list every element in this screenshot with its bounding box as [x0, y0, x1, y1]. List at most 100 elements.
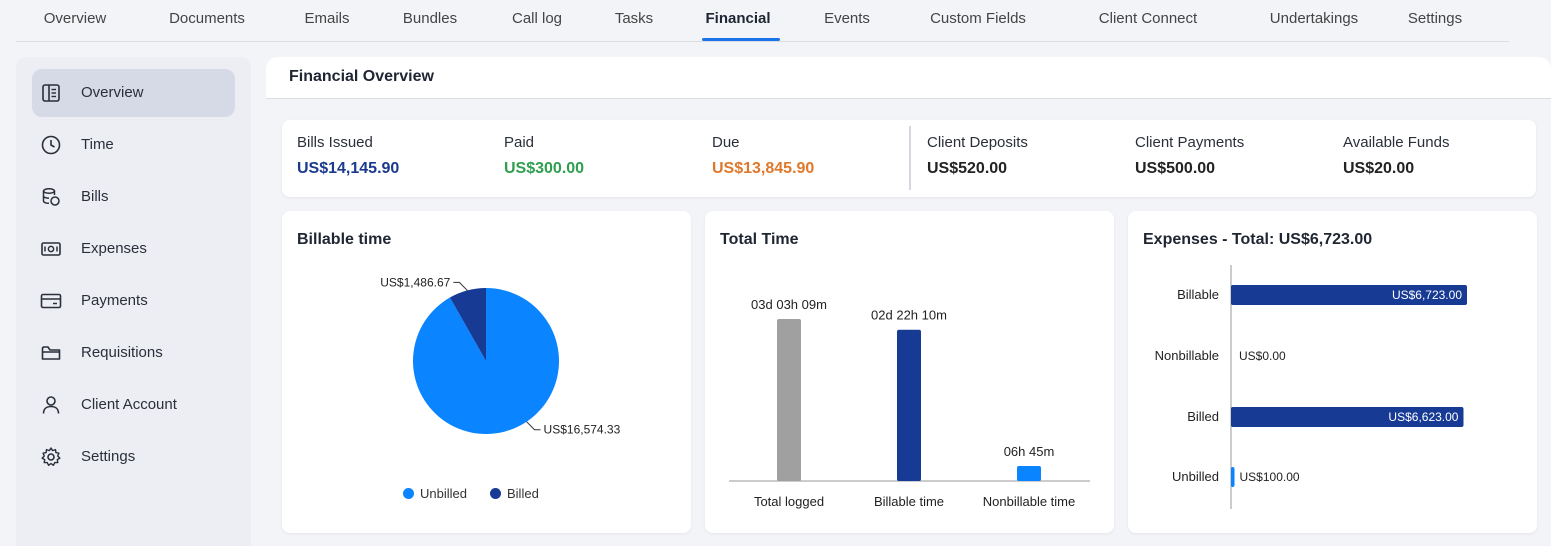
main-header: Financial Overview [266, 57, 1551, 99]
x-tick-label: Total logged [754, 494, 824, 509]
card-icon [40, 293, 62, 309]
pie-slice-unbilled [412, 288, 559, 434]
stat-label: Client Deposits [927, 134, 1028, 151]
sidebar-item-client-account[interactable]: Client Account [32, 381, 235, 429]
legend-swatch [403, 488, 414, 499]
bar-unbilled [1231, 467, 1235, 487]
stat-available-funds: Available Funds US$20.00 [1343, 134, 1449, 178]
chart-title: Billable time [297, 231, 392, 248]
legend-item-billed[interactable]: Billed [490, 486, 539, 501]
sidebar-item-bills[interactable]: Bills [32, 173, 235, 221]
sidebar-item-label: Overview [81, 84, 144, 101]
stats-divider [909, 126, 911, 190]
y-tick-label: Unbilled [1172, 469, 1219, 484]
tab-tasks[interactable]: Tasks [614, 10, 654, 27]
clock-icon [41, 135, 61, 155]
sidebar-item-label: Payments [81, 292, 148, 309]
summary-stats-card: Bills Issued US$14,145.90 Paid US$300.00… [282, 120, 1536, 197]
pie-leader-line [453, 281, 468, 291]
folder-icon [41, 346, 61, 360]
total-time-card: Total Time 03d 03h 09m Total logged 02d 22… [705, 211, 1114, 533]
stat-value: US$20.00 [1343, 160, 1415, 177]
stat-label: Available Funds [1343, 134, 1450, 151]
sidebar-item-payments[interactable]: Payments [32, 277, 235, 325]
tab-emails[interactable]: Emails [304, 10, 350, 27]
page-title: Financial Overview [289, 68, 434, 85]
tab-settings[interactable]: Settings [1407, 10, 1463, 27]
tab-financial[interactable]: Financial [705, 10, 771, 27]
stat-label: Client Payments [1135, 134, 1245, 151]
bar-total-logged [777, 319, 801, 481]
user-icon [42, 396, 60, 414]
sidebar-item-label: Time [81, 136, 114, 153]
sidebar: Overview Time Bills Expenses [16, 57, 251, 546]
bar-nonbillable-time [1017, 466, 1041, 481]
bar-data-label: US$100.00 [1240, 470, 1300, 484]
stat-client-deposits: Client Deposits US$520.00 [927, 134, 1028, 178]
stat-label: Bills Issued [297, 134, 373, 151]
bar-data-label: 03d 03h 09m [751, 297, 827, 312]
expenses-bar-chart: Billable US$6,723.00 Nonbillable US$0.00 Bil… [1155, 265, 1467, 509]
sidebar-item-requisitions[interactable]: Requisitions [32, 329, 235, 377]
x-tick-label: Nonbillable time [983, 494, 1076, 509]
x-tick-label: Billable time [874, 494, 944, 509]
stat-value: US$300.00 [504, 160, 585, 177]
tab-custom-fields[interactable]: Custom Fields [930, 10, 1026, 27]
sidebar-item-label: Expenses [81, 240, 147, 257]
bar-data-label: 02d 22h 10m [871, 308, 947, 323]
tab-events[interactable]: Events [824, 10, 870, 27]
stat-value: US$13,845.90 [712, 160, 815, 177]
bar-data-label: 06h 45m [1004, 444, 1055, 459]
pie-data-label-unbilled: US$16,574.33 [544, 423, 621, 437]
legend-label: Billed [507, 486, 539, 501]
stat-value: US$14,145.90 [297, 160, 400, 177]
stat-due: Due US$13,845.90 [712, 134, 814, 178]
bar-billable [1231, 285, 1467, 305]
y-tick-label: Nonbillable [1155, 348, 1219, 363]
sidebar-item-label: Client Account [81, 396, 177, 413]
book-icon [42, 84, 60, 102]
tab-overview[interactable]: Overview [43, 10, 107, 27]
stat-value: US$500.00 [1135, 160, 1216, 177]
bar-data-label: US$6,723.00 [1392, 288, 1462, 302]
top-tab-bar: Overview Documents Emails Bundles Call l… [16, 0, 1509, 42]
chart-title: Total Time [720, 231, 799, 248]
bar-data-label: US$0.00 [1239, 349, 1286, 363]
sidebar-item-time[interactable]: Time [32, 121, 235, 169]
billable-time-pie-chart: US$1,486.67 US$16,574.33 [380, 275, 621, 437]
stat-bills-issued: Bills Issued US$14,145.90 [297, 134, 399, 178]
sidebar-item-label: Settings [81, 448, 136, 465]
tab-client-connect[interactable]: Client Connect [1098, 10, 1198, 27]
main-panel: Financial Overview Bills Issued US$14,14… [266, 57, 1551, 546]
sidebar-item-label: Requisitions [81, 344, 163, 361]
sidebar-item-overview[interactable]: Overview [32, 69, 235, 117]
total-time-bar-chart: 03d 03h 09m Total logged 02d 22h 10m Billab… [729, 297, 1090, 509]
sidebar-item-label: Bills [81, 188, 109, 205]
legend-swatch [490, 488, 501, 499]
stat-value: US$520.00 [927, 160, 1008, 177]
legend-item-unbilled[interactable]: Unbilled [403, 486, 467, 501]
legend-label: Unbilled [420, 486, 467, 501]
sidebar-item-settings[interactable]: Settings [32, 433, 235, 481]
active-tab-indicator [702, 38, 780, 41]
pie-slice-billed [449, 288, 486, 361]
expenses-card: Expenses - Total: US$6,723.00 Billable US… [1128, 211, 1537, 533]
banknote-icon [41, 242, 61, 256]
y-tick-label: Billable [1177, 287, 1219, 302]
tab-call-log[interactable]: Call log [511, 10, 563, 27]
bar-billable-time [897, 329, 921, 481]
stat-client-payments: Client Payments US$500.00 [1135, 134, 1244, 178]
bar-data-label: US$6,623.00 [1388, 410, 1458, 424]
y-tick-label: Billed [1187, 409, 1219, 424]
gear-icon [41, 447, 61, 466]
stat-label: Paid [504, 134, 535, 151]
pie-leader-line [526, 421, 541, 431]
tab-documents[interactable]: Documents [169, 10, 245, 27]
sidebar-item-expenses[interactable]: Expenses [32, 225, 235, 273]
bar-billed [1231, 407, 1464, 427]
chart-title: Expenses - Total: US$6,723.00 [1143, 231, 1373, 248]
stat-label: Due [712, 134, 740, 151]
tab-undertakings[interactable]: Undertakings [1269, 10, 1359, 27]
stat-paid: Paid US$300.00 [504, 134, 584, 178]
tab-bundles[interactable]: Bundles [402, 10, 458, 27]
